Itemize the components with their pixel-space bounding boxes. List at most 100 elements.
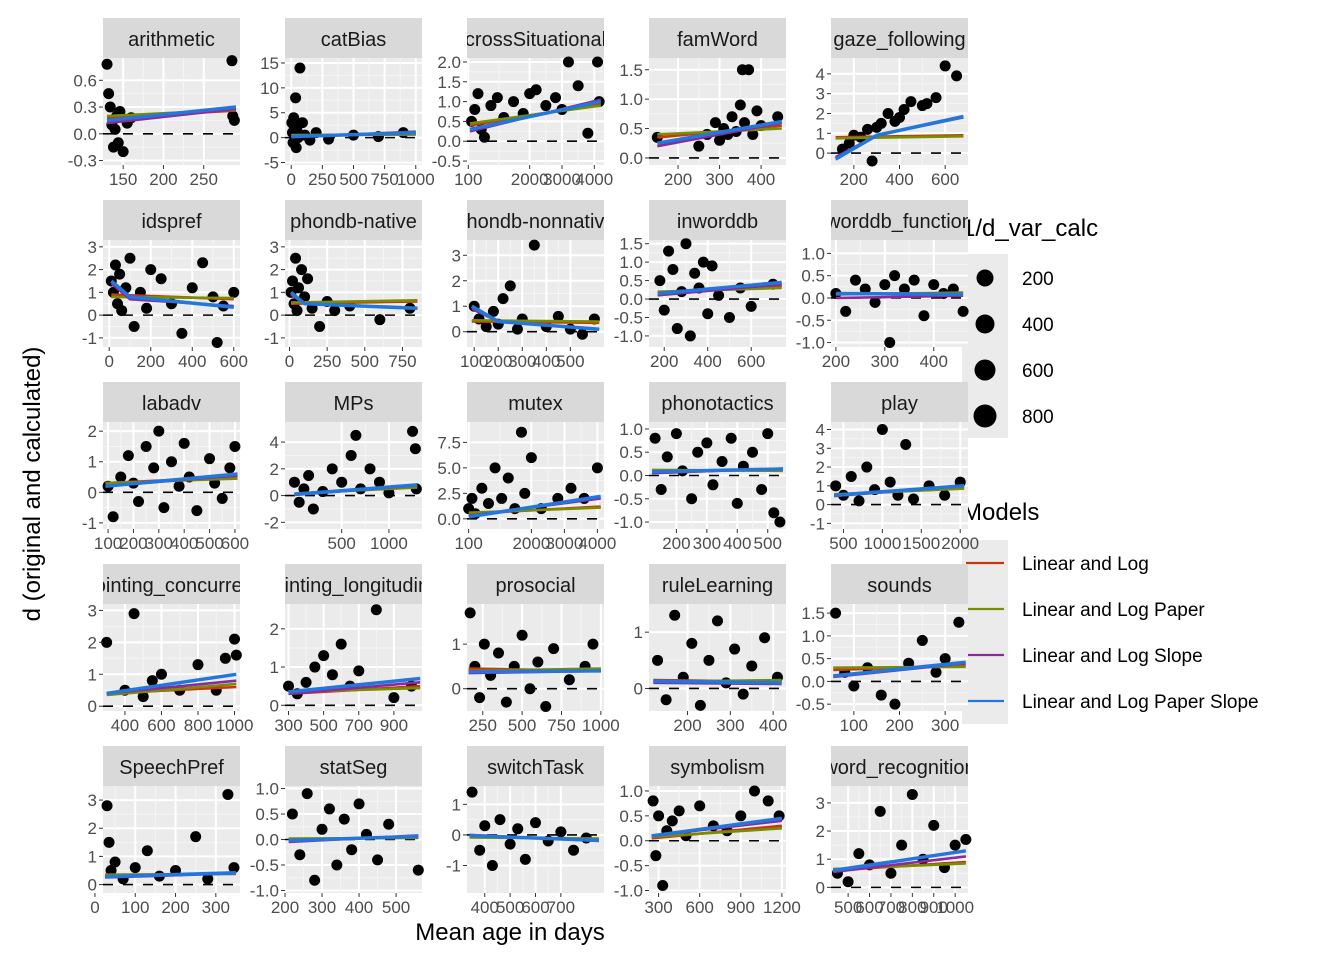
data-point bbox=[772, 111, 784, 123]
data-point bbox=[859, 283, 871, 295]
strip-background bbox=[467, 382, 604, 422]
data-point bbox=[338, 813, 350, 825]
data-point bbox=[853, 848, 865, 860]
data-point bbox=[466, 786, 478, 798]
strip-label: word_recognition bbox=[822, 757, 975, 779]
data-point bbox=[117, 146, 129, 158]
data-point bbox=[830, 480, 842, 492]
strip-background bbox=[285, 382, 422, 422]
fit-line bbox=[291, 130, 416, 139]
data-point bbox=[497, 293, 509, 305]
data-point bbox=[512, 823, 524, 835]
x-tick-label: 400 bbox=[747, 170, 775, 189]
strip-label: ruleLearning bbox=[662, 575, 773, 597]
x-tick-label: 1000 bbox=[397, 170, 435, 189]
data-point bbox=[122, 450, 134, 462]
data-point bbox=[928, 819, 940, 831]
data-point bbox=[706, 260, 718, 272]
data-point bbox=[178, 437, 190, 449]
y-tick-label: 1 bbox=[816, 124, 825, 143]
data-point bbox=[713, 289, 725, 301]
data-point bbox=[283, 680, 295, 692]
data-point bbox=[921, 98, 933, 110]
x-tick-label: 100 bbox=[454, 170, 482, 189]
y-tick-label: -1.0 bbox=[614, 882, 643, 901]
y-tick-label: -0.3 bbox=[68, 152, 97, 171]
y-tick-label: 2.0 bbox=[437, 53, 461, 72]
fit-line bbox=[470, 304, 600, 331]
data-point bbox=[489, 462, 501, 474]
data-point bbox=[555, 826, 567, 838]
fit-line bbox=[106, 682, 237, 697]
data-point bbox=[374, 314, 386, 326]
y-tick-label: 0.5 bbox=[619, 272, 643, 291]
x-tick-label: 200 bbox=[662, 534, 690, 553]
data-point bbox=[532, 656, 544, 668]
strip-label: pointing_longitudinal bbox=[262, 575, 444, 597]
x-tick-label: 4000 bbox=[575, 170, 613, 189]
size-legend-key-4 bbox=[973, 404, 997, 428]
data-point bbox=[591, 462, 603, 474]
data-point bbox=[657, 880, 669, 892]
strip-label: mutex bbox=[508, 393, 562, 415]
data-point bbox=[373, 476, 385, 488]
y-tick-label: 1.5 bbox=[801, 604, 825, 623]
data-point bbox=[288, 112, 300, 124]
data-point bbox=[747, 128, 759, 140]
data-point bbox=[949, 839, 961, 851]
data-point bbox=[145, 264, 157, 276]
x-tick-label: 300 bbox=[508, 352, 536, 371]
y-tick-label: 1.5 bbox=[437, 73, 461, 92]
y-tick-label: -0.5 bbox=[796, 311, 825, 330]
x-tick-label: 400 bbox=[723, 534, 751, 553]
y-tick-label: 0 bbox=[452, 826, 461, 845]
data-point bbox=[592, 56, 604, 68]
strip-background bbox=[831, 382, 968, 422]
data-point bbox=[469, 104, 481, 116]
y-tick-label: 3 bbox=[816, 439, 825, 458]
data-point bbox=[874, 805, 886, 817]
data-point bbox=[908, 493, 920, 505]
x-tick-label: 2000 bbox=[512, 534, 550, 553]
x-tick-label: 1200 bbox=[763, 898, 801, 917]
data-point bbox=[300, 676, 312, 688]
strip-background bbox=[285, 746, 422, 786]
data-point bbox=[350, 429, 362, 441]
data-point bbox=[747, 446, 759, 458]
data-point bbox=[109, 856, 121, 868]
fit-line bbox=[290, 299, 418, 304]
data-point bbox=[211, 336, 223, 348]
data-point bbox=[734, 99, 746, 111]
data-point bbox=[658, 304, 670, 316]
data-point bbox=[694, 699, 706, 711]
x-tick-label: 300 bbox=[716, 716, 744, 735]
data-point bbox=[482, 498, 494, 510]
x-tick-label: 750 bbox=[388, 352, 416, 371]
data-point bbox=[562, 56, 574, 68]
fit-line bbox=[833, 660, 966, 678]
data-point bbox=[314, 321, 326, 333]
y-tick-label: 0.5 bbox=[801, 267, 825, 286]
strip-label: labadv bbox=[142, 393, 201, 415]
x-tick-label: 600 bbox=[221, 534, 249, 553]
data-point bbox=[655, 483, 667, 495]
data-point bbox=[129, 862, 141, 874]
data-point bbox=[192, 659, 204, 671]
y-tick-label: 2 bbox=[816, 458, 825, 477]
x-tick-label: 400 bbox=[920, 352, 948, 371]
fit-line bbox=[471, 319, 600, 323]
y-tick-label: 1 bbox=[816, 477, 825, 496]
x-tick-label: 500 bbox=[195, 534, 223, 553]
facet-panel: famWord 0.0 0.5 1.0 1.5 200 300 400 bbox=[619, 18, 786, 189]
size-legend-key-1 bbox=[976, 269, 994, 287]
strip-label: SpeechPref bbox=[119, 757, 224, 779]
strip-background bbox=[103, 746, 240, 786]
y-tick-label: -1 bbox=[82, 514, 97, 533]
data-point bbox=[224, 462, 236, 474]
data-point bbox=[204, 453, 216, 465]
